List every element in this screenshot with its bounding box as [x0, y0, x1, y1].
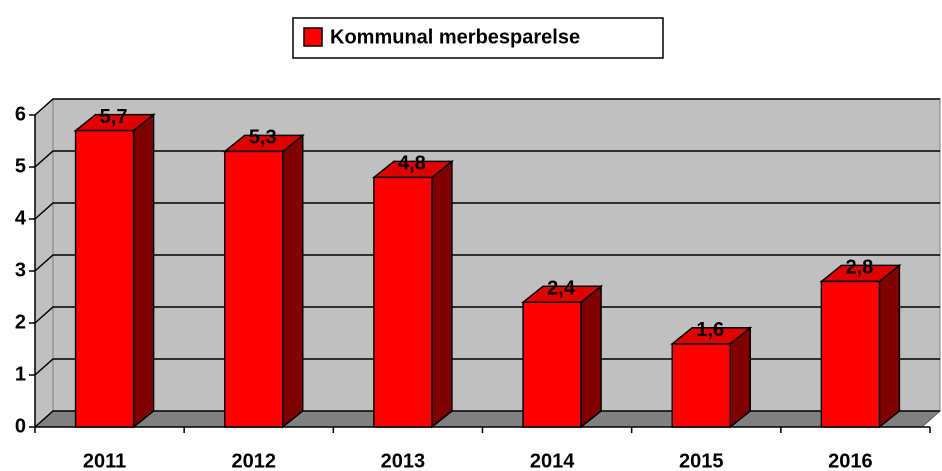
value-label: 4,8 [398, 153, 426, 175]
y-tick-label: 3 [15, 259, 26, 281]
y-tick-label: 1 [15, 363, 26, 385]
y-tick-label: 6 [15, 103, 26, 125]
legend-box [292, 17, 664, 59]
grid-line [34, 202, 940, 220]
bar [820, 280, 881, 428]
bar [671, 343, 731, 428]
bar-side [282, 133, 304, 429]
bar-side [878, 263, 901, 429]
bar-side [431, 159, 453, 429]
value-label: 2,4 [547, 277, 576, 299]
bar [522, 301, 582, 428]
value-label: 5,3 [249, 127, 277, 149]
y-tick-label: 5 [15, 155, 26, 177]
grid-line [34, 98, 940, 116]
bar-side [729, 326, 751, 429]
bar [224, 150, 284, 428]
x-tick-label: 2011 [83, 450, 126, 471]
grid-line [34, 358, 940, 376]
bar [74, 129, 135, 428]
y-tick-label: 4 [15, 207, 27, 229]
grid-line [34, 150, 940, 168]
grid-line [34, 410, 940, 428]
value-label: 2,8 [846, 257, 874, 279]
floor [33, 410, 942, 428]
bar-side [580, 284, 602, 429]
x-tick-label: 2012 [232, 450, 277, 471]
y-tick-label: 0 [15, 415, 26, 437]
x-tick-label: 2016 [828, 450, 873, 471]
grid-line [34, 306, 940, 324]
legend-swatch [303, 27, 323, 47]
x-tick-label: 2015 [679, 450, 724, 471]
grid-line [34, 254, 940, 272]
y-tick-label: 2 [15, 311, 26, 333]
x-tick-label: 2013 [381, 450, 426, 471]
legend-label: Kommunal merbesparelse [330, 26, 580, 48]
bar-side [132, 113, 155, 429]
value-label: 5,7 [100, 106, 128, 128]
x-tick-label: 2014 [530, 450, 575, 471]
value-label: 1,6 [696, 319, 724, 341]
bar [373, 176, 433, 428]
